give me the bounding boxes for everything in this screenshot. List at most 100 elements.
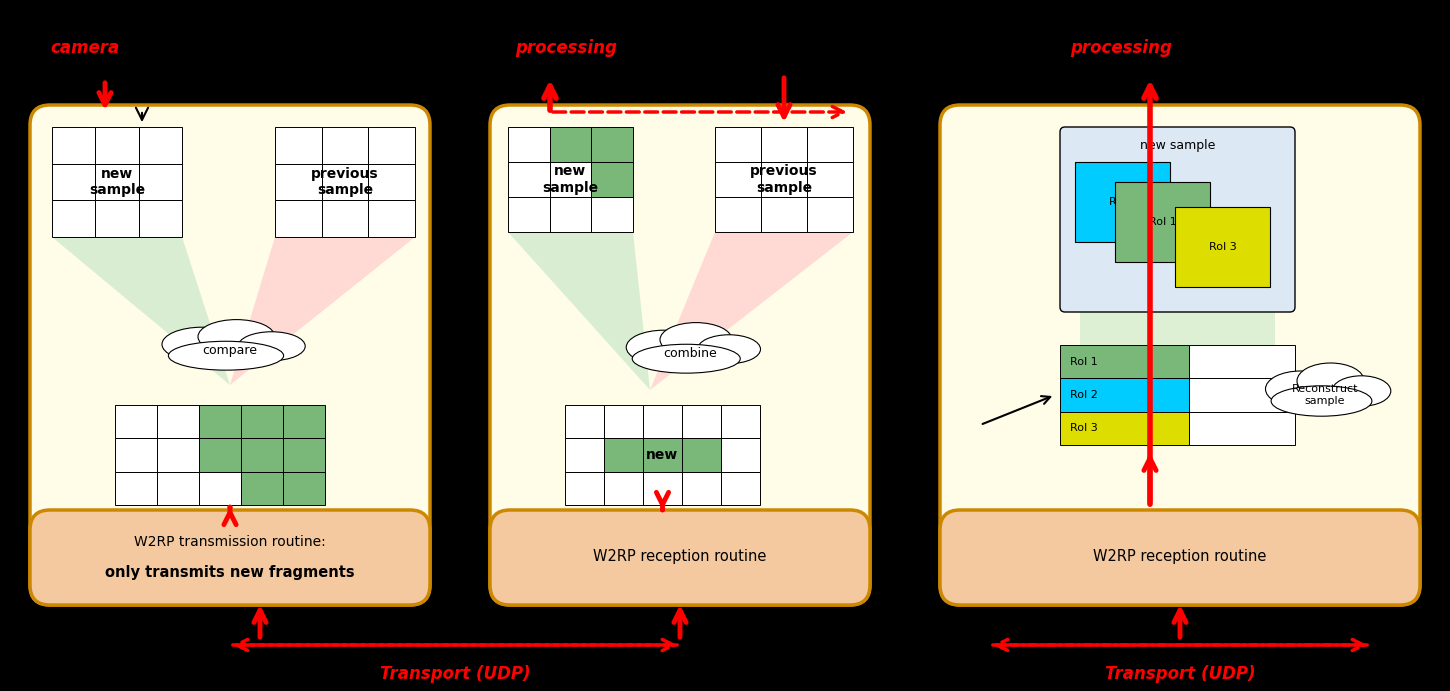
Bar [1189, 412, 1295, 445]
Bar [715, 197, 761, 232]
Bar [368, 127, 415, 164]
FancyBboxPatch shape [940, 105, 1420, 605]
Bar [721, 472, 760, 505]
Text: RoI 1: RoI 1 [1070, 357, 1098, 367]
Bar [1060, 379, 1189, 412]
Text: combine: combine [663, 346, 716, 359]
Bar [139, 200, 183, 237]
Text: Transport (UDP): Transport (UDP) [380, 665, 531, 683]
Bar [1174, 207, 1270, 287]
FancyBboxPatch shape [490, 510, 870, 605]
Bar [808, 162, 853, 197]
Bar [139, 127, 183, 164]
Bar [605, 438, 642, 472]
Bar [241, 405, 283, 438]
Bar [682, 405, 721, 438]
Bar [761, 127, 808, 162]
Bar [115, 438, 157, 472]
FancyBboxPatch shape [30, 105, 431, 605]
Bar [721, 405, 760, 438]
Bar [566, 472, 605, 505]
Text: RoI 1: RoI 1 [1148, 217, 1176, 227]
Bar [1189, 345, 1295, 379]
Ellipse shape [1266, 371, 1335, 407]
Bar [199, 438, 241, 472]
Polygon shape [507, 232, 650, 390]
Text: RoI 3: RoI 3 [1209, 242, 1237, 252]
Bar [115, 472, 157, 505]
Bar [507, 197, 550, 232]
Bar [605, 472, 642, 505]
Bar [368, 164, 415, 200]
Text: W2RP transmission routine:: W2RP transmission routine: [133, 535, 326, 549]
Bar [715, 162, 761, 197]
Text: W2RP reception routine: W2RP reception routine [1093, 549, 1267, 565]
Text: new sample: new sample [1140, 138, 1215, 151]
Bar [808, 197, 853, 232]
Text: RoI 2: RoI 2 [1070, 390, 1098, 400]
Ellipse shape [238, 332, 304, 361]
Bar [642, 472, 682, 505]
Text: previous
sample: previous sample [312, 167, 378, 197]
Text: processing: processing [1070, 39, 1172, 57]
Bar [1060, 412, 1189, 445]
Bar [682, 472, 721, 505]
Bar [761, 162, 808, 197]
Text: camera: camera [49, 39, 119, 57]
Bar [1115, 182, 1209, 262]
Bar [199, 405, 241, 438]
Bar [241, 438, 283, 472]
Polygon shape [52, 237, 231, 385]
Ellipse shape [162, 328, 242, 361]
Bar [550, 127, 592, 162]
Bar [283, 472, 325, 505]
Text: W2RP reception routine: W2RP reception routine [593, 549, 767, 565]
Bar [52, 200, 96, 237]
Bar [566, 405, 605, 438]
Bar [96, 127, 139, 164]
Bar [507, 162, 550, 197]
Bar [642, 405, 682, 438]
Bar [52, 127, 96, 164]
Ellipse shape [199, 320, 276, 354]
Bar [283, 438, 325, 472]
Bar [682, 438, 721, 472]
Ellipse shape [1272, 386, 1372, 416]
Bar [715, 127, 761, 162]
Bar [157, 472, 199, 505]
Bar [642, 438, 682, 472]
Bar [157, 405, 199, 438]
Bar [52, 164, 96, 200]
Bar [761, 197, 808, 232]
Bar [276, 164, 322, 200]
Bar [605, 405, 642, 438]
Ellipse shape [626, 330, 702, 364]
Text: previous
sample: previous sample [750, 164, 818, 195]
Bar [1060, 345, 1189, 379]
Bar [550, 197, 592, 232]
Bar [139, 164, 183, 200]
Bar [241, 472, 283, 505]
Bar [507, 127, 550, 162]
Polygon shape [650, 232, 853, 390]
Ellipse shape [1333, 376, 1391, 406]
Bar [368, 200, 415, 237]
Bar [566, 438, 605, 472]
Bar [322, 200, 368, 237]
Bar [592, 127, 634, 162]
Text: new
sample: new sample [542, 164, 599, 195]
Bar [96, 164, 139, 200]
Polygon shape [1080, 312, 1275, 345]
Text: RoI 3: RoI 3 [1070, 424, 1098, 433]
Bar [1074, 162, 1170, 242]
Text: Transport (UDP): Transport (UDP) [1105, 665, 1256, 683]
FancyBboxPatch shape [30, 510, 431, 605]
Text: new: new [647, 448, 679, 462]
Ellipse shape [632, 344, 741, 373]
Text: compare: compare [203, 343, 258, 357]
Ellipse shape [697, 334, 760, 363]
Bar [808, 127, 853, 162]
Bar [322, 127, 368, 164]
Text: processing: processing [515, 39, 616, 57]
Text: RoI 2: RoI 2 [1109, 197, 1137, 207]
